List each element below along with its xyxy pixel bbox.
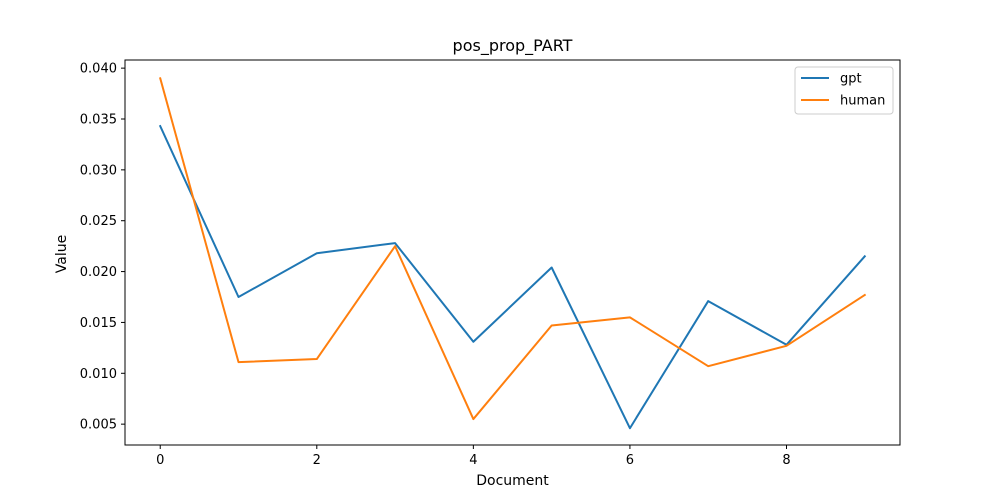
y-tick-label-3: 0.020 [80,265,117,280]
legend: gpt human [794,66,894,115]
x-tick-label-2: 2 [313,453,321,468]
y-tick-label-4: 0.025 [80,214,117,229]
plot-area: 0 2 4 6 8 0.005 0.010 0.015 0.020 0.025 0.030 0.035… [80,59,901,468]
x-axis-label: Document [476,473,549,489]
x-tick-label-6: 6 [626,453,634,468]
y-axis-label: Value [54,235,70,273]
series-line-gpt [158,124,867,430]
legend-label-human: human [840,94,885,109]
chart-title: pos_prop_PART [453,36,573,56]
y-tick-label-1: 0.010 [80,367,117,382]
x-tick-label-0: 0 [156,453,164,468]
y-tick-label-0: 0.005 [80,418,117,433]
y-tick-label-6: 0.035 [80,112,117,127]
plot-frame [124,59,901,446]
series-line-human [159,77,867,421]
x-tick-label-8: 8 [782,453,790,468]
y-tick-label-5: 0.030 [80,163,117,178]
y-tick-label-7: 0.040 [80,62,117,77]
y-tick-label-2: 0.015 [80,316,117,331]
legend-label-gpt: gpt [840,72,862,87]
x-tick-label-4: 4 [469,453,477,468]
